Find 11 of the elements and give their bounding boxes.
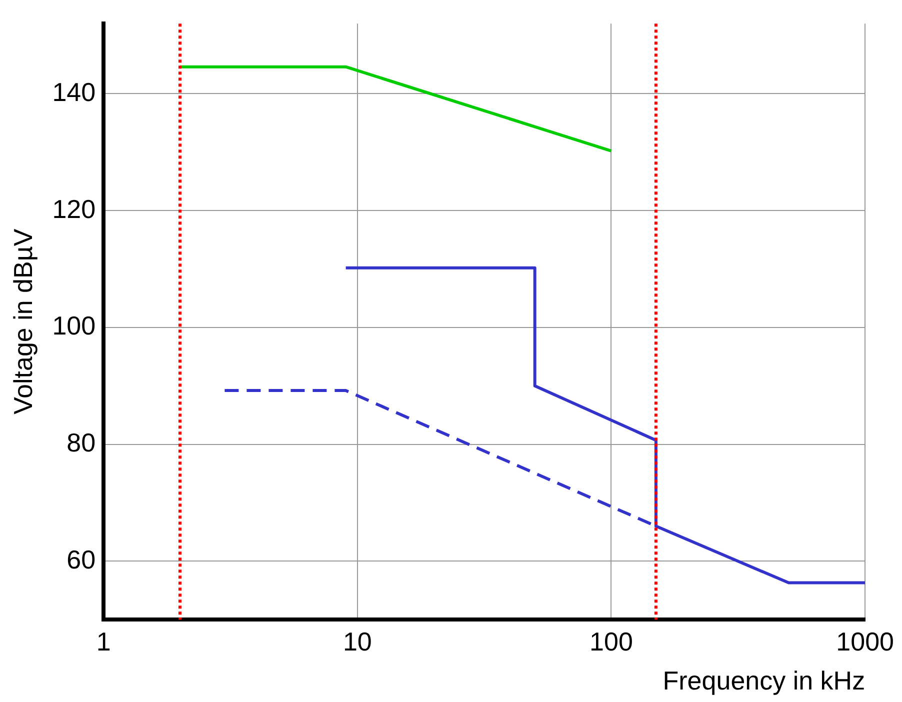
x-tick-label: 100 [590,626,633,656]
x-tick-label: 10 [342,626,372,656]
x-axis-title: Frequency in kHz [662,666,866,696]
y-tick-label: 120 [52,194,96,224]
y-tick-label: 60 [66,544,96,574]
x-tick-label: 1000 [836,626,894,656]
y-tick-label: 80 [66,427,96,458]
y-axis-title: Voltage in dBµV [8,228,38,414]
x-tick-label: 1 [96,626,111,656]
y-tick-label: 140 [52,76,96,107]
y-tick-label: 100 [52,310,96,341]
